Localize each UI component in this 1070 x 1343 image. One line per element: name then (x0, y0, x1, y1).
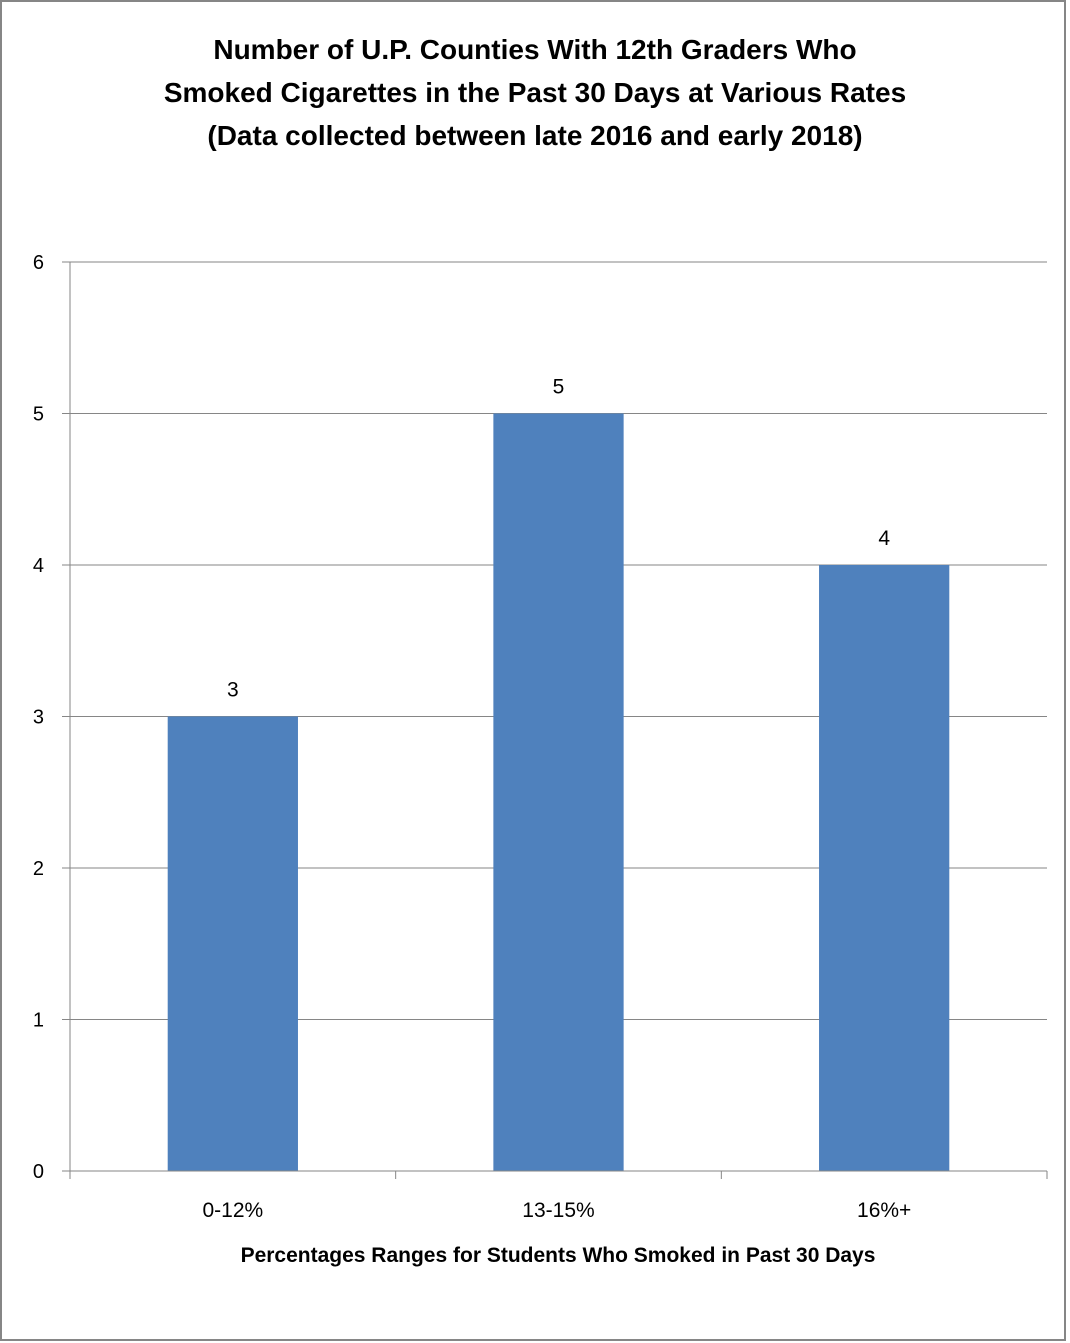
y-tick-label-1: 1 (33, 1010, 44, 1032)
chart-title: Number of U.P. Counties With 12th Grader… (0, 28, 1070, 157)
chart-title-line-2: Smoked Cigarettes in the Past 30 Days at… (163, 77, 907, 108)
bar-13-15% (493, 413, 624, 1171)
y-tick-label-0: 0 (33, 1161, 44, 1183)
bars (167, 413, 950, 1171)
y-tick-label-3: 3 (33, 707, 44, 729)
data-label-0-12%: 3 (227, 679, 239, 702)
data-label-13-15%: 5 (553, 376, 565, 399)
x-tick-label-0-12%: 0-12% (202, 1199, 263, 1222)
y-tick-label-2: 2 (33, 858, 44, 880)
x-tick-label-16%+: 16%+ (857, 1199, 911, 1222)
bar-16%+ (819, 565, 950, 1171)
chart-title-line-1: Number of U.P. Counties With 12th Grader… (213, 34, 857, 65)
chart-title-line-3: (Data collected between late 2016 and ea… (207, 120, 863, 151)
y-tick-label-4: 4 (33, 555, 44, 577)
y-tick-label-6: 6 (33, 252, 44, 274)
axes (69, 262, 1048, 1179)
x-axis-title: Percentages Ranges for Students Who Smok… (241, 1244, 876, 1267)
data-label-16%+: 4 (878, 527, 890, 550)
x-tick-label-13-15%: 13-15% (522, 1199, 594, 1222)
labels: 0 1 2 3 4 5 6 3 0-12% 5 13-15% 4 16%+ (33, 252, 911, 1222)
y-tick-label-5: 5 (33, 404, 44, 426)
bar-0-12% (167, 716, 298, 1171)
